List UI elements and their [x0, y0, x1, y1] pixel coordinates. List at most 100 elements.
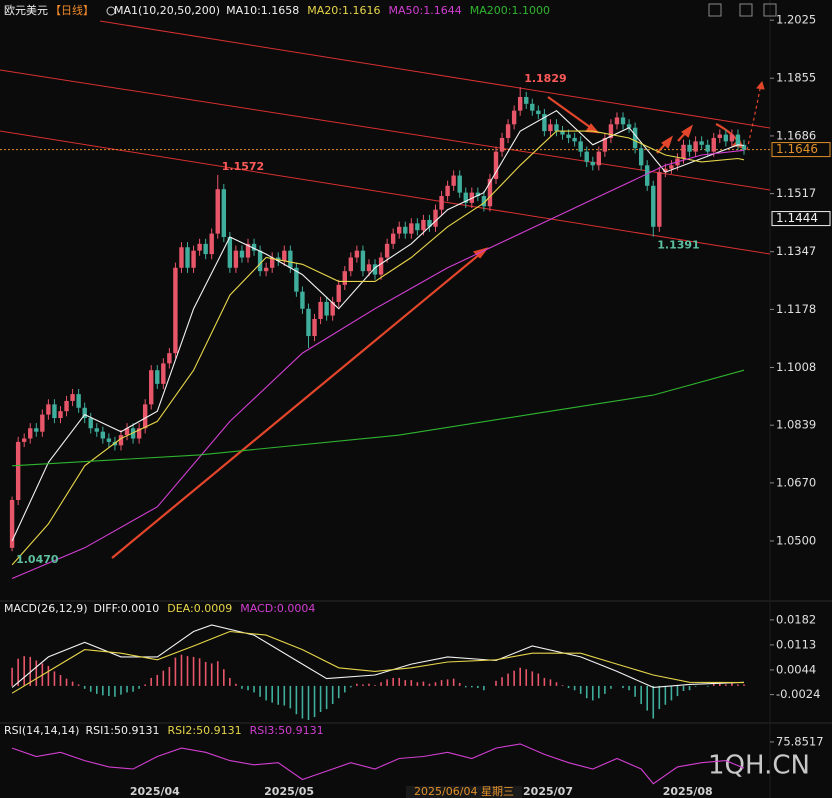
- candle-body: [21, 438, 27, 442]
- arrow-head: [681, 124, 694, 138]
- candle-body: [729, 134, 735, 142]
- crosshair-label: 2025/06/04 星期三: [414, 785, 514, 798]
- candle-body: [669, 165, 674, 169]
- candle-body: [620, 117, 626, 125]
- indicator-line: [11, 630, 745, 694]
- candle-body: [638, 148, 644, 166]
- candle-body: [366, 264, 372, 272]
- candle-body: [403, 226, 408, 234]
- candle-body: [306, 308, 311, 337]
- candle-body: [657, 172, 662, 227]
- candle-body: [427, 219, 432, 227]
- candle-body: [566, 134, 571, 138]
- x-tick-label: 2025/07: [523, 785, 573, 798]
- candle-body: [324, 301, 329, 316]
- candle-body: [415, 223, 420, 231]
- candle-body: [632, 127, 638, 149]
- candle-body: [584, 151, 589, 162]
- indicator-line: [11, 624, 745, 688]
- candle-body: [106, 438, 112, 442]
- candle-body: [203, 243, 208, 255]
- candle-body: [717, 134, 722, 138]
- candle-body: [100, 431, 106, 439]
- trend-line: [99, 20, 771, 129]
- candle-body: [614, 117, 620, 125]
- candle-body: [185, 247, 190, 268]
- candle-body: [330, 301, 335, 316]
- candle-body: [542, 114, 547, 132]
- legend-text: 【日线】: [50, 3, 94, 17]
- candle-body: [530, 103, 535, 111]
- candle-body: [499, 137, 505, 152]
- candle-body: [142, 404, 148, 429]
- price-annotation: 1.0470: [16, 553, 59, 566]
- legend-text: MA200:1.1000: [470, 4, 550, 17]
- candle-body: [511, 110, 517, 125]
- trend-line: [0, 130, 771, 255]
- trend-lines: [0, 20, 771, 255]
- y-tick-label: 1.0500: [776, 533, 816, 547]
- candle-body: [602, 137, 608, 152]
- candle-body: [481, 196, 487, 207]
- legend-text: MA20:1.1616: [307, 4, 380, 17]
- candle-body: [572, 137, 577, 142]
- legend-text: MACD:0.0004: [240, 602, 315, 615]
- candle-body: [421, 219, 426, 231]
- candle-body: [167, 353, 172, 364]
- legend-text: MA50:1.1644: [389, 4, 462, 17]
- candle-body: [439, 196, 444, 210]
- candle-body: [390, 233, 396, 244]
- candle-body: [693, 141, 698, 152]
- indicator-line: [12, 369, 745, 467]
- y-tick-label: 1.0839: [776, 418, 816, 432]
- candle-body: [191, 250, 196, 268]
- candle-body: [663, 168, 668, 173]
- candle-body: [711, 137, 716, 152]
- candle-body: [372, 264, 378, 275]
- x-tick-label: 2025/08: [663, 785, 713, 798]
- toolbar-button[interactable]: [739, 3, 753, 17]
- candle-body: [554, 124, 559, 132]
- candle-body: [294, 267, 299, 292]
- arrow: [547, 96, 595, 131]
- legend-text: MACD(26,12,9): [4, 602, 88, 615]
- candle-body: [735, 134, 741, 145]
- candle-body: [161, 363, 166, 384]
- candle-body: [342, 271, 347, 285]
- indicator-line: [11, 130, 745, 566]
- candle-body: [445, 185, 450, 197]
- legend-text: DIFF:0.0010: [94, 602, 160, 615]
- candle-body: [548, 124, 553, 132]
- toolbar-button[interactable]: [763, 3, 777, 17]
- candle-body: [179, 247, 184, 268]
- candle-body: [34, 428, 39, 432]
- candle-body: [457, 175, 462, 193]
- candle-body: [681, 144, 686, 159]
- crosshair-box: [406, 786, 522, 798]
- y-tick-label: 0.0044: [776, 662, 816, 676]
- candle-body: [651, 185, 656, 227]
- arrow-head: [756, 80, 765, 90]
- y-tick-label: 75.8517: [776, 734, 824, 748]
- candle-body: [288, 250, 293, 268]
- candle-body: [517, 96, 523, 111]
- candle-body: [282, 250, 287, 261]
- indicator-line: [11, 149, 745, 580]
- legend-text: RSI2:50.9131: [168, 724, 242, 737]
- toolbar-button[interactable]: [708, 3, 722, 17]
- candle-body: [276, 257, 281, 261]
- indicator-line: [11, 743, 745, 785]
- arrows: [111, 80, 765, 559]
- candle-body: [336, 284, 341, 302]
- candle-body: [493, 151, 499, 179]
- candle-body: [215, 189, 220, 234]
- price-box: [771, 211, 831, 227]
- price-box-label: 1.1646: [776, 142, 818, 156]
- candle-body: [354, 250, 360, 258]
- candle-body: [384, 243, 390, 258]
- candle-body: [173, 267, 178, 354]
- y-tick-label: 0.0182: [776, 612, 816, 626]
- candle-body: [245, 243, 251, 258]
- candle-body: [312, 318, 317, 337]
- candle-body: [348, 257, 354, 272]
